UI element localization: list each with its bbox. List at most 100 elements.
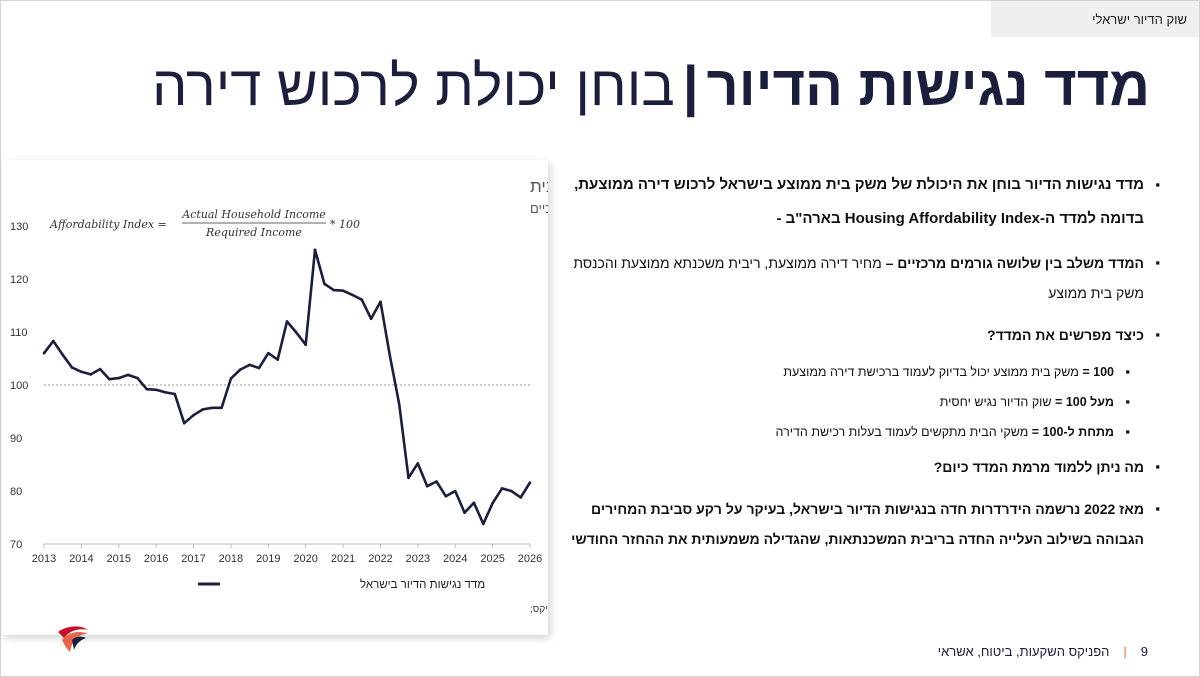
data-point [500,487,504,490]
data-point [323,282,326,286]
x-tick-label: 2018 [219,553,243,565]
x-tick-label: 2014 [69,553,93,565]
sub-bullet-above-100: מעל 100 = שוק הדיור נגיש יחסית [560,392,1130,412]
chart-title: נגישות הדיור בישראל ונטל ההחזר של משקי ה… [530,177,548,196]
data-point [164,391,167,394]
data-point [108,377,111,381]
data-point [482,522,485,526]
data-point [416,462,420,465]
data-point [145,387,149,391]
sub-bullet-below-100: מתחת ל-100 = משקי הבית מתקשים לעמוד בעלו… [560,422,1130,442]
affordability-line-chart: נגישות הדיור בישראל ונטל ההחזר של משקי ה… [10,177,548,615]
data-point [257,366,261,370]
bullet-how-to-read: כיצד מפרשים את המדד? [560,320,1160,350]
chart-source: מקור: הלמ"ס, בנק ישראל, הלמ"ס; ניתוח ועי… [530,603,548,615]
data-point [388,354,392,357]
data-point [89,373,92,376]
data-point [295,331,298,334]
bullet-components-rest: מחיר דירה ממוצעת, ריבית משכנתא ממוצעת וה… [573,255,1144,301]
bullet-components: המדד משלב בין שלושה גורמים מרכזיים – מחי… [560,248,1160,308]
data-point [453,489,457,493]
bullet-components-bold: המדד משלב בין שלושה גורמים מרכזיים – [885,255,1144,271]
data-point [435,480,438,483]
data-point [304,343,308,346]
footer: 9 | הפניקס השקעות, ביטוח, אשראי [938,644,1148,659]
data-point [98,367,102,371]
data-point [267,351,270,355]
x-tick-label: 2013 [32,553,56,565]
data-point [510,489,513,493]
data-point [332,288,336,292]
x-tick-label: 2020 [293,553,317,565]
data-point [407,476,410,480]
data-point [528,481,532,484]
section-tag: שוק הדיור ישראלי [991,1,1199,37]
legend-label: מדד נגישות הדיור בישראל [360,578,485,591]
data-point [379,300,382,304]
data-point [70,366,74,369]
data-point [239,368,242,371]
x-tick-label: 2015 [107,553,131,565]
y-tick-label: 90 [10,433,22,445]
data-point [154,388,158,392]
x-tick-label: 2023 [406,553,430,565]
data-point [341,289,345,292]
data-point [61,353,64,357]
formula-suffix: * 100 [330,218,360,231]
x-tick-label: 2026 [518,553,542,565]
data-point [173,392,177,396]
x-tick-label: 2024 [443,553,467,565]
data-point [42,351,46,355]
formula-numerator: Actual Household Income [181,208,326,221]
bullet-list: מדד נגישות הדיור בוחן את היכולת של משק ב… [560,168,1160,566]
sub-bullet-100-rest: משק בית ממוצע יכול בדיוק לעמוד ברכישת די… [783,365,1079,379]
data-point [444,495,448,498]
data-point [397,402,401,406]
data-point [248,363,251,367]
x-tick-label: 2016 [144,553,168,565]
chart-subtitle: נתונים רבעוניים [530,201,548,216]
data-point [313,248,317,252]
data-point [369,317,373,321]
data-point [425,484,429,488]
data-point [351,293,354,297]
data-point [210,406,214,410]
footer-divider: | [1123,644,1127,659]
formula: Affordability Index = Actual Household I… [49,208,360,239]
x-tick-label: 2025 [480,553,504,565]
data-point [201,408,205,411]
y-tick-label: 100 [10,380,28,392]
y-tick-label: 70 [10,539,22,551]
footer-company: הפניקס השקעות, ביטוח, אשראי [937,644,1110,659]
page-title: מדד נגישות הדיור|בוחן יכולת לרכוש דירה [50,50,1150,122]
data-point [182,421,186,425]
section-tag-label: שוק הדיור ישראלי [1092,11,1187,27]
data-point [126,373,130,377]
page-title-regular: בוחן יכולת לרכוש דירה [152,54,675,117]
data-point [80,370,83,374]
x-tick-label: 2022 [368,553,392,565]
title-separator: | [682,54,699,117]
data-point [192,413,195,417]
footer-page-number: 9 [1140,644,1148,659]
data-point [52,339,55,343]
bullet-what-to-learn: מה ניתן ללמוד מרמת המדד כיום? [560,452,1160,482]
sub-bullet-above-bold: מעל 100 = [1055,395,1114,409]
x-tick-label: 2021 [331,553,355,565]
data-point [491,501,494,505]
data-point [519,496,522,499]
y-tick-label: 130 [10,221,28,233]
data-point [117,376,121,380]
x-tick-label: 2017 [181,553,205,565]
data-point [463,511,466,514]
sub-bullet-below-rest: משקי הבית מתקשים לעמוד בעלות רכישת הדירה [775,425,1029,439]
phoenix-logo-icon [58,626,88,652]
series-line-housing-affordability [42,248,532,526]
chart-panel: נגישות הדיור בישראל ונטל ההחזר של משקי ה… [2,160,548,635]
y-tick-label: 120 [10,274,28,286]
data-point [276,358,280,361]
legend: מדד נגישות הדיור בישראל [198,578,485,591]
bullet-definition: מדד נגישות הדיור בוחן את היכולת של משק ב… [560,168,1160,236]
bullet-conclusion: מאז 2022 נרשמה הידרדרות חדה בנגישות הדיו… [560,494,1160,554]
y-tick-label: 110 [10,327,28,339]
